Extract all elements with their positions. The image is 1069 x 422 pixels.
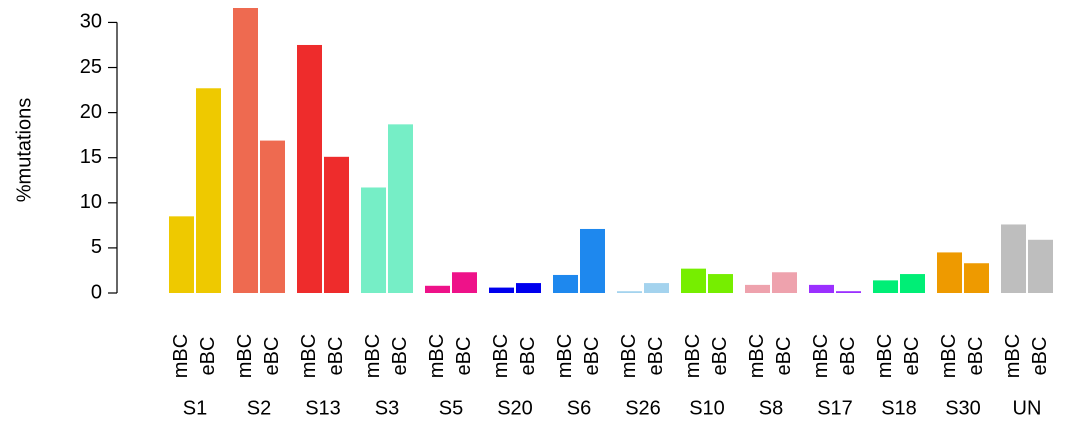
bar-label: eBC xyxy=(837,337,859,376)
x-tick-label: S8 xyxy=(759,397,783,419)
bar-label: eBC xyxy=(261,337,283,376)
bar xyxy=(580,228,605,293)
bar xyxy=(745,284,770,293)
bar xyxy=(324,156,349,293)
bar xyxy=(297,44,322,294)
bar xyxy=(553,274,578,293)
bar-label: eBC xyxy=(197,337,219,376)
bar-label: mBC xyxy=(682,334,704,378)
bar-label: eBC xyxy=(773,337,795,376)
bar-label: mBC xyxy=(554,334,576,378)
x-tick-label: S5 xyxy=(439,397,463,419)
bar xyxy=(516,283,541,293)
y-tick-label: 10 xyxy=(80,191,102,213)
bar xyxy=(489,287,514,293)
bar xyxy=(169,216,194,293)
bar xyxy=(452,272,477,293)
bar xyxy=(964,263,989,293)
bar xyxy=(900,274,925,293)
y-tick-label: 20 xyxy=(80,101,102,123)
x-tick-label: S17 xyxy=(817,397,853,419)
x-tick-label: S1 xyxy=(183,397,207,419)
bar xyxy=(644,283,669,293)
bar xyxy=(425,285,450,293)
bar-label: mBC xyxy=(1002,334,1024,378)
bar xyxy=(836,291,861,293)
x-tick-label: S13 xyxy=(305,397,341,419)
bar xyxy=(1001,224,1026,293)
bar xyxy=(617,291,642,293)
bar xyxy=(809,284,834,293)
bar-label: mBC xyxy=(746,334,768,378)
bar-label: eBC xyxy=(901,337,923,376)
bar xyxy=(681,268,706,293)
bar-label: mBC xyxy=(490,334,512,378)
bar xyxy=(260,140,285,293)
x-tick-label: S3 xyxy=(375,397,399,419)
bar-label: eBC xyxy=(517,337,539,376)
y-tick-label: 15 xyxy=(80,146,102,168)
y-tick-label: 30 xyxy=(80,11,102,33)
x-tick-label: S18 xyxy=(881,397,917,419)
y-tick-label: 0 xyxy=(91,281,102,303)
bar-label: mBC xyxy=(234,334,256,378)
bar-label: mBC xyxy=(426,334,448,378)
bar xyxy=(196,88,221,294)
bar-label: eBC xyxy=(581,337,603,376)
bar-label: eBC xyxy=(965,337,987,376)
bar-label: eBC xyxy=(453,337,475,376)
x-tick-label: S20 xyxy=(497,397,533,419)
bar-label: eBC xyxy=(389,337,411,376)
x-tick-label: S10 xyxy=(689,397,725,419)
bar xyxy=(1028,239,1053,293)
x-tick-label: S2 xyxy=(247,397,271,419)
bar xyxy=(233,8,258,293)
bar-label: mBC xyxy=(874,334,896,378)
bar xyxy=(873,280,898,293)
bar xyxy=(772,272,797,293)
x-tick-label: S6 xyxy=(567,397,591,419)
bar xyxy=(361,187,386,293)
x-tick-label: UN xyxy=(1013,397,1042,419)
bar-label: eBC xyxy=(1029,337,1051,376)
x-tick-label: S26 xyxy=(625,397,661,419)
bar-label: eBC xyxy=(709,337,731,376)
bar-label: mBC xyxy=(810,334,832,378)
bar-label: eBC xyxy=(325,337,347,376)
bar-label: mBC xyxy=(618,334,640,378)
bar-label: mBC xyxy=(938,334,960,378)
bar xyxy=(708,274,733,293)
y-tick-label: 5 xyxy=(91,236,102,258)
x-tick-label: S30 xyxy=(945,397,981,419)
bar-label: mBC xyxy=(362,334,384,378)
bar-label: mBC xyxy=(170,334,192,378)
bar-label: mBC xyxy=(298,334,320,378)
bar xyxy=(937,252,962,293)
bar xyxy=(388,124,413,293)
y-tick-label: 25 xyxy=(80,56,102,78)
y-axis-title: %mutations xyxy=(13,98,35,203)
bar-label: eBC xyxy=(645,337,667,376)
